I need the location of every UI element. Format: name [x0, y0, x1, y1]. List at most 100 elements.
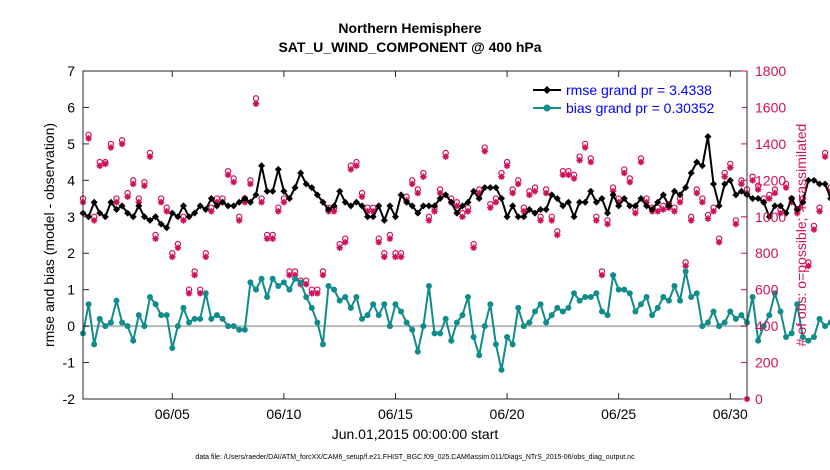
- rmse-point: [135, 202, 143, 210]
- bias-point: [146, 293, 153, 300]
- obs-assimilated-point: [727, 164, 734, 171]
- rmse-point: [285, 195, 293, 203]
- rmse-point: [475, 195, 483, 203]
- obs-assimilated-point: [682, 262, 689, 270]
- y-tick-label: -1: [63, 355, 76, 371]
- rmse-point: [737, 187, 745, 195]
- bias-point: [559, 308, 566, 315]
- obs-assimilated-point: [788, 199, 795, 206]
- obs-assimilated-point: [676, 199, 684, 206]
- rmse-point: [631, 202, 639, 210]
- rmse-point: [648, 205, 656, 213]
- rmse-point: [453, 209, 461, 217]
- rmse-point: [710, 180, 718, 188]
- rmse-point: [347, 202, 355, 210]
- bias-point: [805, 337, 812, 344]
- obs-assimilated-point: [302, 281, 310, 288]
- bias-series: [80, 268, 830, 373]
- y-tick-label: 0: [67, 318, 75, 334]
- obs-assimilated-point: [688, 217, 695, 224]
- obs-assimilated-point: [107, 144, 115, 151]
- obs-assimilated-point: [464, 208, 472, 215]
- bias-point: [286, 286, 293, 293]
- bias-point: [264, 293, 271, 300]
- rmse-point: [827, 195, 830, 202]
- bias-point: [816, 315, 823, 322]
- bias-point: [755, 337, 762, 344]
- bias-point: [230, 323, 237, 330]
- bias-point: [241, 326, 248, 333]
- bias-point: [749, 293, 756, 300]
- plot-area: [83, 71, 747, 399]
- obs-assimilated-point: [180, 217, 187, 224]
- rmse-point: [146, 216, 154, 224]
- obs-assimilated-point: [598, 271, 606, 279]
- y-axis-left: -2 -1 0 1 2 3 4 5 6 7: [63, 63, 89, 407]
- rmse-point: [514, 213, 522, 221]
- obs-assimilated-point: [236, 217, 243, 224]
- rmse-point: [687, 169, 695, 177]
- rmse-point: [799, 198, 807, 206]
- y2-tick-label: 1800: [755, 63, 786, 79]
- rmse-point: [620, 195, 628, 203]
- rmse-series: [79, 133, 830, 232]
- obs-assimilated-point: [777, 209, 784, 217]
- rmse-point: [604, 209, 612, 217]
- bias-point: [375, 312, 382, 319]
- obs-assimilated-point: [671, 208, 678, 215]
- y2-tick-label: 600: [755, 282, 779, 298]
- obs-assimilated-point: [738, 180, 745, 188]
- rmse-point: [682, 184, 690, 192]
- bias-point: [771, 290, 778, 297]
- rmse-point: [442, 191, 450, 199]
- bias-point: [420, 323, 427, 330]
- bias-point: [186, 319, 193, 326]
- obs-assimilated-point: [453, 202, 461, 210]
- obs-assimilated-point: [330, 208, 338, 215]
- y2-axis-label: # of obs: o=possible; ∗=assimilated: [793, 124, 809, 347]
- bias-point: [325, 283, 332, 290]
- bias-point: [292, 275, 299, 282]
- obs-assimilated-point: [185, 290, 193, 297]
- y-tick-label: 3: [67, 209, 75, 225]
- bias-point: [358, 315, 365, 322]
- rmse-point: [297, 169, 305, 177]
- rmse-point: [124, 209, 132, 217]
- obs-assimilated-point: [258, 199, 265, 206]
- rmse-point: [369, 213, 377, 221]
- obs-assimilated-point: [699, 199, 706, 206]
- bias-point: [398, 308, 405, 315]
- rmse-point: [726, 176, 734, 184]
- bias-point: [152, 301, 159, 308]
- bias-point: [169, 344, 176, 351]
- rmse-point: [581, 198, 589, 206]
- rmse-point: [721, 180, 729, 188]
- obs-assimilated-point: [375, 239, 382, 246]
- rmse-point: [191, 209, 199, 217]
- bias-point: [677, 297, 684, 304]
- rmse-point: [341, 198, 349, 206]
- bias-point: [453, 319, 460, 326]
- obs-assimilated-point: [581, 144, 589, 151]
- legend-bias-marker: [543, 104, 551, 112]
- bias-point: [716, 323, 723, 330]
- bias-point: [699, 323, 706, 330]
- obs-assimilated-point: [336, 244, 343, 251]
- obs-assimilated-point: [369, 208, 377, 215]
- rmse-point: [291, 184, 299, 192]
- rmse-point: [715, 202, 723, 210]
- rmse-point: [464, 198, 472, 206]
- rmse-point: [118, 202, 126, 210]
- rmse-point: [397, 191, 405, 199]
- rmse-point: [615, 202, 623, 210]
- obs-assimilated-point: [587, 158, 594, 166]
- rmse-point: [213, 202, 221, 210]
- obs-assimilated-point: [565, 171, 572, 179]
- x-axis: 06/05 06/10 06/15 06/20 06/25 06/30: [155, 71, 748, 422]
- obs-assimilated-point: [347, 166, 355, 173]
- bias-point: [543, 319, 550, 326]
- rmse-point: [101, 213, 109, 221]
- bias-point: [308, 304, 315, 311]
- obs-assimilated-point: [213, 199, 221, 206]
- obs-assimilated-point: [715, 239, 723, 246]
